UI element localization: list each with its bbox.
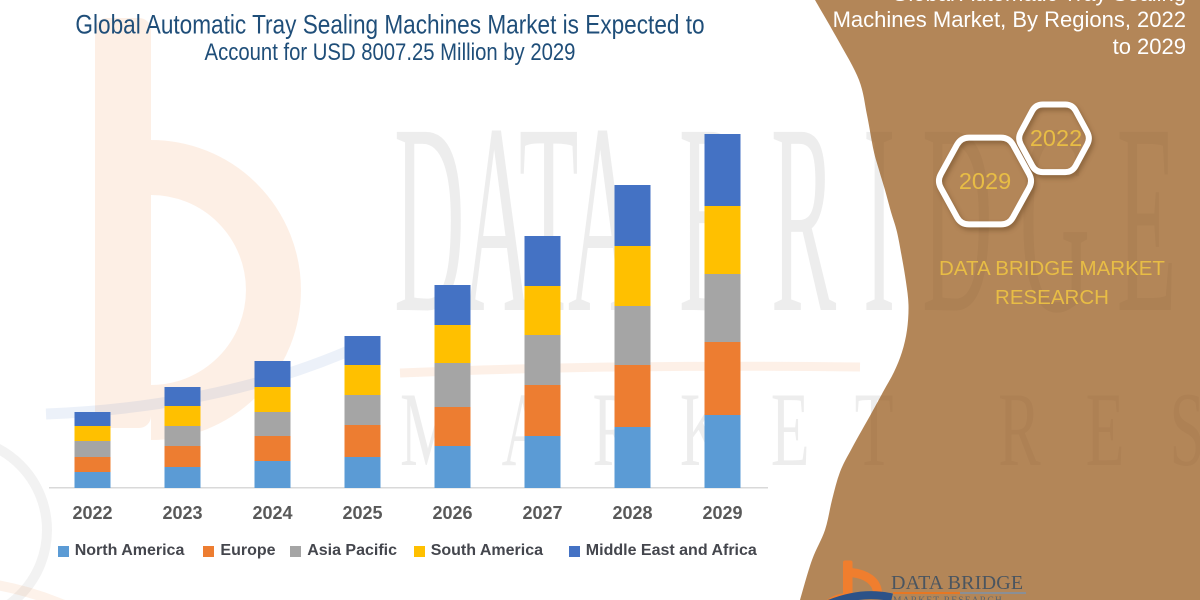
svg-text:MARKET RESEARCH: MARKET RESEARCH	[400, 370, 1200, 488]
